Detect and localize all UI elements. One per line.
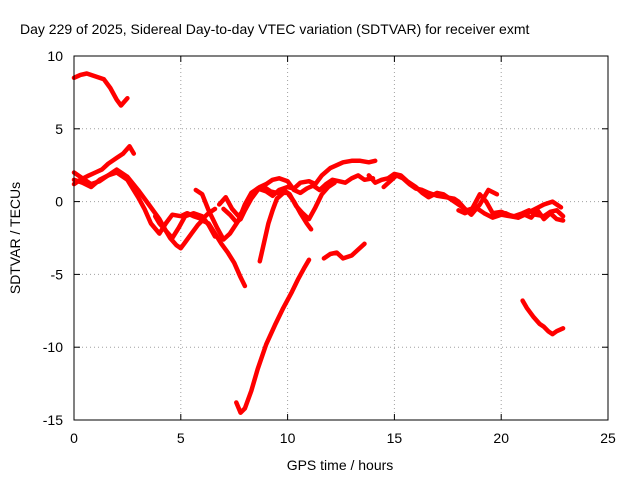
x-tick-label: 15 xyxy=(387,430,403,446)
x-tick-label: 25 xyxy=(600,430,616,446)
x-tick-label: 10 xyxy=(280,430,296,446)
y-tick-label: -15 xyxy=(43,412,63,428)
x-tick-label: 20 xyxy=(493,430,509,446)
y-tick-label: 5 xyxy=(55,121,63,137)
y-axis-title: SDTVAR / TECUs xyxy=(7,182,23,294)
x-tick-label: 0 xyxy=(70,430,78,446)
plot-frame xyxy=(73,55,609,421)
x-tick-label: 5 xyxy=(177,430,185,446)
y-tick-label: -10 xyxy=(43,339,63,355)
series-arc-1 xyxy=(71,71,130,108)
chart-title: Day 229 of 2025, Sidereal Day-to-day VTE… xyxy=(20,21,529,37)
series-arc-5 xyxy=(152,210,218,241)
series-arc-16 xyxy=(520,298,566,337)
series-arc-6 xyxy=(193,173,376,242)
x-axis-title: GPS time / hours xyxy=(287,457,394,473)
series-arc-9 xyxy=(257,190,314,264)
series-arc-10 xyxy=(234,257,312,415)
y-tick-label: 0 xyxy=(55,194,63,210)
series-arc-11 xyxy=(321,241,367,261)
y-tick-label: 10 xyxy=(47,48,63,64)
series-arc-8 xyxy=(221,180,337,225)
data-series xyxy=(71,71,566,415)
series-arc-13 xyxy=(381,173,500,217)
grid xyxy=(74,56,608,420)
series-arc-15 xyxy=(503,208,566,223)
axes: 0 5 10 15 20 25 -15 -10 -5 0 5 10 xyxy=(43,48,616,446)
series-arc-4 xyxy=(71,170,218,236)
y-tick-label: -5 xyxy=(51,266,64,282)
